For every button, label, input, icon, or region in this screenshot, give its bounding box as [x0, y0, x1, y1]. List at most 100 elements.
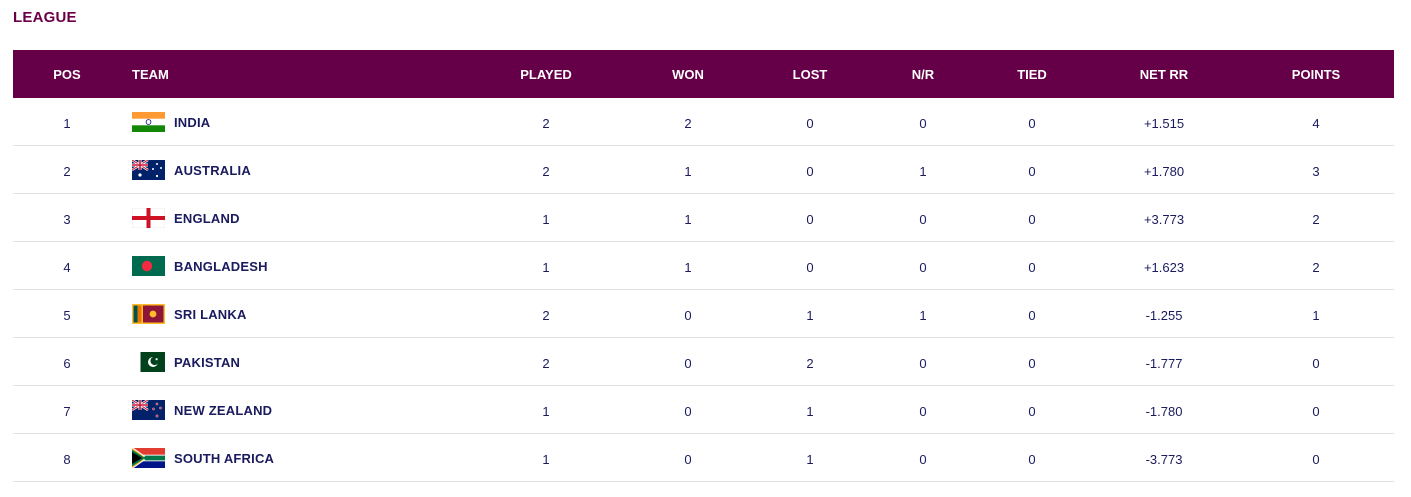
- team-cell[interactable]: ENGLAND: [132, 208, 240, 228]
- lost-cell: 0: [806, 164, 814, 179]
- nr-cell: 0: [919, 452, 927, 467]
- lost-cell: 0: [806, 212, 814, 227]
- points-cell: 3: [1312, 164, 1320, 179]
- nr-cell: 0: [919, 116, 927, 131]
- tied-cell: 0: [1028, 308, 1036, 323]
- sri-lanka-flag-icon: [132, 304, 165, 324]
- played-cell: 2: [542, 116, 550, 131]
- played-cell: 1: [542, 212, 550, 227]
- south-africa-flag-icon: [132, 448, 165, 468]
- played-cell: 1: [542, 452, 550, 467]
- india-flag-icon: [132, 112, 165, 132]
- header-played: PLAYED: [520, 67, 572, 82]
- team-name[interactable]: INDIA: [174, 114, 211, 130]
- tied-cell: 0: [1028, 452, 1036, 467]
- team-cell[interactable]: SRI LANKA: [132, 304, 247, 324]
- nr-cell: 0: [919, 356, 927, 371]
- england-flag-icon: [132, 208, 165, 228]
- team-cell[interactable]: PAKISTAN: [132, 352, 240, 372]
- header-won: WON: [672, 67, 704, 82]
- nr-cell: 0: [919, 404, 927, 419]
- points-cell: 0: [1312, 452, 1320, 467]
- played-cell: 2: [542, 308, 550, 323]
- netrr-cell: +1.780: [1143, 164, 1185, 179]
- nr-cell: 1: [919, 164, 927, 179]
- netrr-cell: +1.623: [1143, 260, 1185, 275]
- netrr-cell: +3.773: [1143, 212, 1185, 227]
- standings-table: POS TEAM PLAYED WON LOST N/R TIED NET RR…: [13, 50, 1394, 482]
- header-netrr: NET RR: [1139, 67, 1189, 82]
- won-cell: 1: [684, 212, 692, 227]
- team-name[interactable]: PAKISTAN: [174, 354, 241, 370]
- played-cell: 2: [542, 164, 550, 179]
- points-cell: 4: [1312, 116, 1320, 131]
- netrr-cell: -1.255: [1145, 308, 1183, 323]
- team-cell[interactable]: NEW ZEALAND: [132, 400, 272, 420]
- team-name[interactable]: AUSTRALIA: [174, 162, 251, 178]
- section-title: LEAGUE: [13, 9, 77, 26]
- team-name[interactable]: NEW ZEALAND: [174, 402, 273, 418]
- new-zealand-flag-icon: [132, 400, 165, 420]
- tied-cell: 0: [1028, 404, 1036, 419]
- lost-cell: 1: [806, 452, 814, 467]
- australia-flag-icon: [132, 160, 165, 180]
- team-cell[interactable]: AUSTRALIA: [132, 160, 251, 180]
- won-cell: 0: [684, 452, 692, 467]
- team-name[interactable]: SRI LANKA: [174, 306, 247, 322]
- won-cell: 0: [684, 308, 692, 323]
- played-cell: 2: [542, 356, 550, 371]
- points-cell: 0: [1312, 404, 1320, 419]
- lost-cell: 0: [806, 116, 814, 131]
- lost-cell: 0: [806, 260, 814, 275]
- table-row: 1 INDIA 2 2 0 0 0 +1.515 4: [13, 98, 1394, 146]
- netrr-cell: -1.777: [1145, 356, 1183, 371]
- header-pos: POS: [53, 67, 81, 82]
- table-row: 3 ENGLAND 1 1 0 0 0 +3.773 2: [13, 194, 1394, 242]
- header-points: POINTS: [1291, 67, 1341, 82]
- won-cell: 2: [684, 116, 692, 131]
- pos-cell: 2: [63, 164, 71, 179]
- table-row: 7 NEW ZEALAND 1 0 1 0 0 -1.780 0: [13, 386, 1394, 434]
- pos-cell: 4: [63, 260, 71, 275]
- points-cell: 0: [1312, 356, 1320, 371]
- table-row: 5 SRI LANKA 2 0 1 1 0 -1.255 1: [13, 290, 1394, 338]
- header-lost: LOST: [792, 67, 828, 82]
- team-cell[interactable]: INDIA: [132, 112, 210, 132]
- points-cell: 1: [1312, 308, 1320, 323]
- team-cell[interactable]: BANGLADESH: [132, 256, 268, 276]
- team-name[interactable]: SOUTH AFRICA: [174, 450, 275, 466]
- played-cell: 1: [542, 404, 550, 419]
- played-cell: 1: [542, 260, 550, 275]
- header-tied: TIED: [1017, 67, 1047, 82]
- table-row: 2 AUSTRALIA 2 1 0 1 0 +1.780 3: [13, 146, 1394, 194]
- points-cell: 2: [1312, 260, 1320, 275]
- header-team: TEAM: [132, 67, 169, 82]
- team-name[interactable]: BANGLADESH: [174, 258, 268, 274]
- nr-cell: 0: [919, 260, 927, 275]
- pos-cell: 6: [63, 356, 71, 371]
- tied-cell: 0: [1028, 212, 1036, 227]
- tied-cell: 0: [1028, 116, 1036, 131]
- team-name[interactable]: ENGLAND: [174, 210, 240, 226]
- pos-cell: 1: [63, 116, 71, 131]
- table-row: 4 BANGLADESH 1 1 0 0 0 +1.623 2: [13, 242, 1394, 290]
- table-row: 6 PAKISTAN 2 0 2 0 0 -1.777 0: [13, 338, 1394, 386]
- won-cell: 1: [684, 260, 692, 275]
- won-cell: 0: [684, 356, 692, 371]
- tied-cell: 0: [1028, 356, 1036, 371]
- lost-cell: 1: [806, 404, 814, 419]
- pos-cell: 8: [63, 452, 71, 467]
- bangladesh-flag-icon: [132, 256, 165, 276]
- table-header: POS TEAM PLAYED WON LOST N/R TIED NET RR…: [13, 50, 1394, 98]
- tied-cell: 0: [1028, 164, 1036, 179]
- lost-cell: 2: [806, 356, 814, 371]
- tied-cell: 0: [1028, 260, 1036, 275]
- netrr-cell: +1.515: [1143, 116, 1185, 131]
- pos-cell: 3: [63, 212, 71, 227]
- netrr-cell: -3.773: [1145, 452, 1183, 467]
- won-cell: 0: [684, 404, 692, 419]
- team-cell[interactable]: SOUTH AFRICA: [132, 448, 274, 468]
- nr-cell: 0: [919, 212, 927, 227]
- netrr-cell: -1.780: [1145, 404, 1183, 419]
- table-body: 1 INDIA 2 2 0 0 0 +1.515 4 2 AUSTRALIA 2 1 0 1 0 +1.780 3…: [13, 98, 1394, 482]
